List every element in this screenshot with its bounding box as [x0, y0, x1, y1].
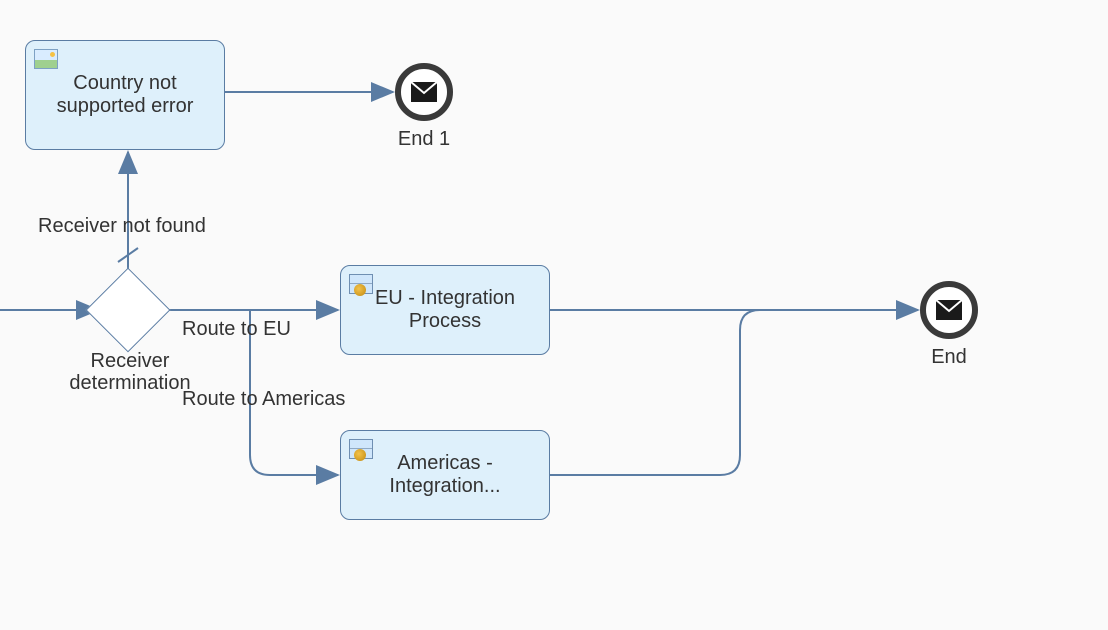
task-label: Country not supported error: [36, 72, 214, 118]
edge-label-receiver-not-found: Receiver not found: [38, 215, 206, 238]
edge-americas-to-end: [550, 310, 918, 475]
task-eu-integration-process[interactable]: EU - Integration Process: [340, 265, 550, 355]
edge-label-route-to-eu: Route to EU: [182, 318, 291, 341]
envelope-icon: [411, 82, 437, 102]
service-icon: [349, 274, 373, 294]
picture-icon: [34, 49, 58, 69]
gateway-receiver-determination[interactable]: [86, 268, 171, 353]
end-event-1-label: End 1: [395, 128, 453, 151]
service-icon: [349, 439, 373, 459]
end-event[interactable]: [920, 281, 978, 339]
end-event-1[interactable]: [395, 63, 453, 121]
task-country-not-supported-error[interactable]: Country not supported error: [25, 40, 225, 150]
task-label: Americas - Integration...: [351, 452, 539, 498]
edge-label-route-to-americas: Route to Americas: [182, 388, 345, 411]
task-label: EU - Integration Process: [351, 287, 539, 333]
envelope-icon: [936, 300, 962, 320]
end-event-label: End: [920, 346, 978, 369]
diagram-canvas: Country not supported error Receiver det…: [0, 0, 1108, 630]
default-flow-tick: [118, 248, 138, 262]
task-americas-integration[interactable]: Americas - Integration...: [340, 430, 550, 520]
